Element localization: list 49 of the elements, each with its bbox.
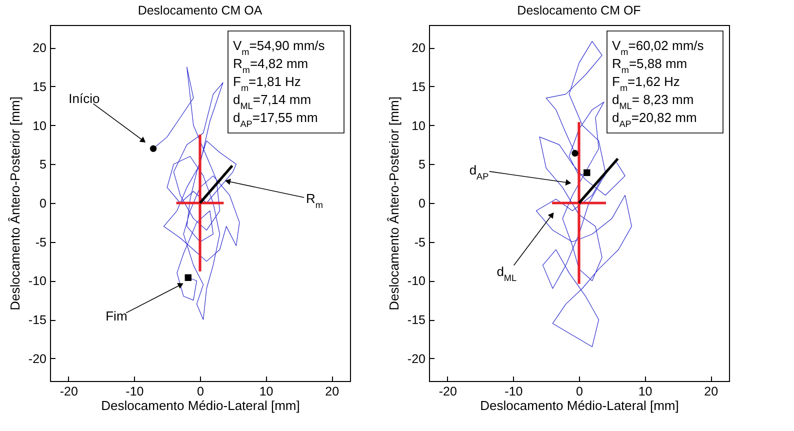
x-axis-title: Deslocamento Médio-Lateral [mm] <box>101 398 300 413</box>
y-tick-label: -20 <box>407 352 426 366</box>
y-tick-label: -10 <box>407 274 426 288</box>
annotation: R$_{m}$=5,88 mm <box>612 56 688 75</box>
y-tick-label: 0 <box>40 196 47 210</box>
y-tick-label: -15 <box>407 313 426 328</box>
y-tick-label: 0 <box>418 196 426 210</box>
y-tick-label: -20 <box>28 352 47 366</box>
y-tick-label: 5 <box>418 158 426 172</box>
x-tick-label: -10 <box>126 384 144 398</box>
y-tick-label: 20 <box>32 41 47 56</box>
annotation: d$_{ML}$=7,14 mm <box>233 92 312 111</box>
y-tick-label: 15 <box>412 80 426 94</box>
annotation: d$_{AP}$=17,55 mm <box>233 110 318 129</box>
annotation: Fim <box>106 308 128 324</box>
y-tick-label: 10 <box>32 118 47 133</box>
y-tick-label: -15 <box>28 313 47 328</box>
annotation: R$_{m}$ <box>306 191 323 210</box>
annotation: d$_{AP}$ <box>469 162 489 182</box>
x-axis-title: Deslocamento Médio-Lateral [mm] <box>480 398 679 413</box>
annotation: V$_{m}$=54,90 mm/s <box>233 38 326 57</box>
y-tick-label: -5 <box>414 235 426 250</box>
y-tick-label: 15 <box>32 80 47 94</box>
annotation: F$_{m}$=1,62 Hz <box>612 74 680 93</box>
y-tick-label: 20 <box>412 41 426 56</box>
annotation: d$_{AP}$=20,82 mm <box>612 110 697 129</box>
x-tick-label: 20 <box>704 384 718 398</box>
x-tick-label: -10 <box>504 384 523 398</box>
x-tick-label: 10 <box>638 384 652 398</box>
chart-title: Deslocamento CM OA <box>138 4 263 18</box>
annotation: F$_{m}$=1,81 Hz <box>233 74 301 93</box>
y-tick-label: 10 <box>412 118 426 133</box>
x-tick-label: -20 <box>60 384 78 398</box>
y-tick-label: 5 <box>40 158 47 172</box>
y-tick-label: -5 <box>35 235 47 250</box>
y-axis-title: Deslocamento Ântero-Posterior [mm] <box>7 96 22 310</box>
x-tick-label: 10 <box>259 384 274 398</box>
annotation: R$_{m}$=4,82 mm <box>233 56 308 75</box>
x-tick-label: 20 <box>325 384 340 398</box>
x-tick-label: 0 <box>576 384 584 398</box>
annotation: d$_{ML}$= 8,23 mm <box>612 92 694 111</box>
x-tick-label: 0 <box>197 384 204 398</box>
annotation: V$_{m}$=60,02 mm/s <box>612 38 704 57</box>
annotation: d$_{ML}$ <box>496 264 517 284</box>
annotation: Início <box>68 90 100 106</box>
y-tick-label: -10 <box>28 274 47 288</box>
chart-title: Deslocamento CM OF <box>517 4 642 18</box>
y-axis-title: Deslocamento Ântero-Posterior [mm] <box>386 96 402 310</box>
x-tick-label: -20 <box>438 384 457 398</box>
